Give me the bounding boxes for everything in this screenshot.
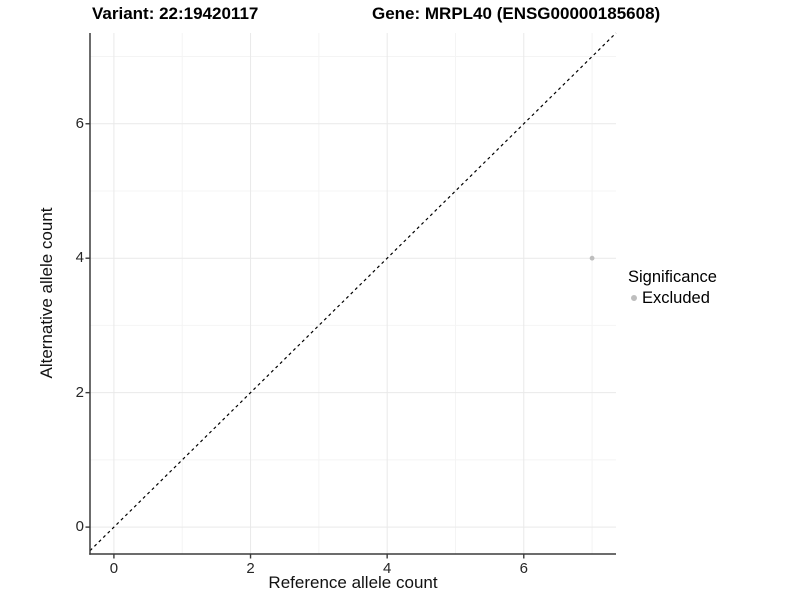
x-tick-label: 2 — [246, 560, 255, 577]
y-axis-title: Alternative allele count — [37, 207, 56, 379]
y-tick-label: 6 — [75, 114, 84, 132]
y-tick-label: 0 — [75, 518, 84, 536]
y-tick-label: 2 — [75, 383, 84, 401]
legend-item-label: Excluded — [642, 289, 710, 307]
legend-item-excluded: Excluded — [628, 288, 717, 308]
gene-title: Gene: MRPL40 (ENSG00000185608) — [372, 4, 661, 23]
excluded-point-icon — [631, 295, 637, 301]
y-tick-label: 4 — [75, 249, 84, 267]
x-tick-label: 0 — [109, 560, 119, 577]
data-point — [589, 255, 595, 261]
legend-title: Significance — [628, 268, 717, 286]
x-tick-label: 6 — [519, 560, 528, 577]
x-axis-title: Reference allele count — [268, 573, 438, 592]
x-tick-label: 4 — [382, 560, 392, 577]
legend: Significance Excluded — [628, 266, 717, 308]
identity-dashed-line — [89, 32, 617, 552]
variant-title: Variant: 22:19420117 — [92, 4, 259, 23]
